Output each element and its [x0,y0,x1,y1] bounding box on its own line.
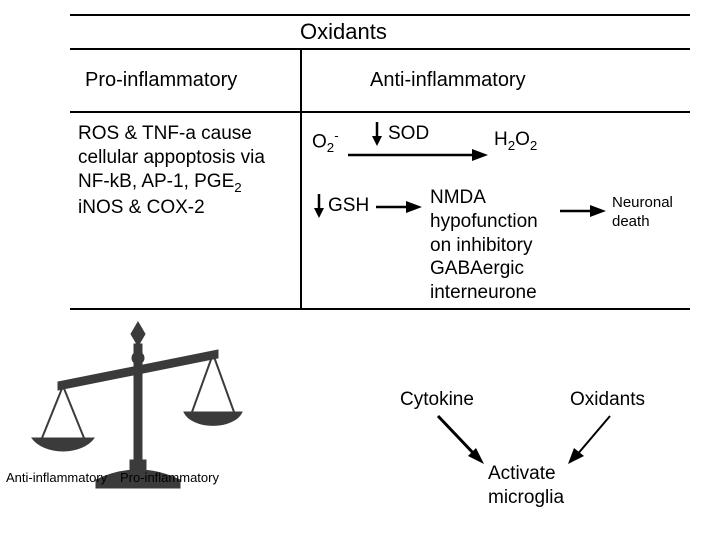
pro-line4: iNOS & COX-2 [78,196,265,220]
scale-label-right: Pro-inflammatory [120,470,219,486]
gsh-down-arrow-icon [312,192,326,218]
pro-body: ROS & TNF-a cause cellular appoptosis vi… [78,122,265,220]
table-rule-bottom [70,308,690,310]
balance-scale-icon [8,320,268,520]
activate-l1: Activate [488,462,564,486]
pro-line1: ROS & TNF-a cause [78,122,265,146]
table-rule-mid [70,111,690,113]
o2-sup: - [334,128,338,143]
sod-label: SOD [388,122,429,146]
header-pro: Pro-inflammatory [85,68,237,93]
pro-line2: cellular appoptosis via [78,146,265,170]
h2o2-label: H2O2 [494,128,537,154]
nmda-l4: GABAergic [430,257,538,281]
gsh-label: GSH [328,194,369,218]
o2-base: O [312,131,327,152]
nmda-l1: NMDA [430,186,538,210]
nmda-block: NMDA hypofunction on inhibitory GABAergi… [430,186,538,305]
neuronal-l1: Neuronal [612,194,673,213]
o2-label: O2- [312,128,339,157]
activate-block: Activate microglia [488,462,564,510]
scale-label-left: Anti-inflammatory [6,470,107,486]
neuronal-block: Neuronal death [612,194,673,232]
nmda-l5: interneurone [430,281,538,305]
activate-l2: microglia [488,486,564,510]
cytokine-label: Cytokine [400,388,474,412]
sod-down-arrow-icon [370,120,384,146]
table-rule-header [70,48,690,50]
h2o2-h1: H [494,129,508,150]
o2-to-h2o2-arrow-icon [348,148,488,162]
h2o2-s2: 2 [530,138,537,153]
pro-line3-prefix: NF-kB, AP-1, PGE [78,171,234,192]
header-anti: Anti-inflammatory [370,68,526,93]
nmda-l3: on inhibitory [430,234,538,258]
h2o2-o: O [515,129,530,150]
table-rule-top [70,14,690,16]
oxidants-label: Oxidants [570,388,645,412]
oxidants-arrow-icon [560,412,620,470]
cytokine-arrow-icon [432,412,492,470]
neuronal-l2: death [612,213,673,232]
nmda-to-neuronal-arrow-icon [560,204,606,218]
pro-line3: NF-kB, AP-1, PGE2 [78,170,265,196]
table-vline [300,48,302,308]
gsh-to-nmda-arrow-icon [376,200,422,214]
table-title: Oxidants [300,18,387,46]
pro-line3-sub: 2 [234,179,241,194]
nmda-l2: hypofunction [430,210,538,234]
